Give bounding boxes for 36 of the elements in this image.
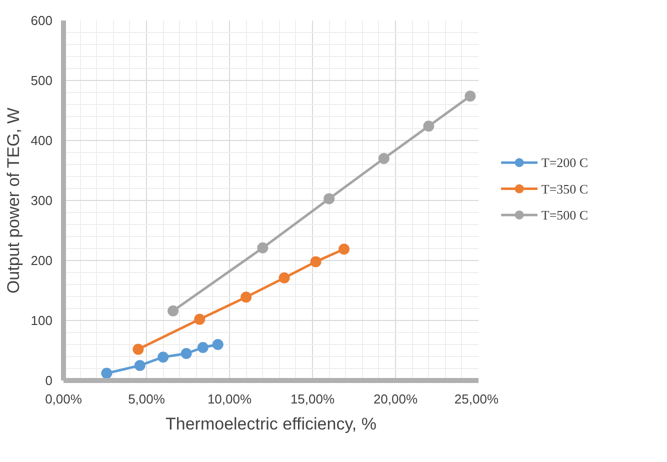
x-tick-label: 5,00% [128, 392, 166, 406]
point [257, 242, 268, 254]
point [310, 256, 322, 268]
y-axis-title: Output power of TEG, W [4, 108, 23, 294]
point [180, 348, 192, 359]
y-tick-label: 0 [45, 373, 53, 388]
y-tick-label: 500 [30, 73, 53, 88]
point [464, 90, 476, 102]
point [101, 368, 112, 379]
legend-label: T=500 C [541, 207, 588, 222]
y-tick-label: 100 [30, 313, 53, 328]
y-tick-label: 300 [30, 193, 53, 208]
point [240, 292, 252, 303]
point [278, 272, 290, 284]
legend-label: T=200 C [541, 155, 588, 170]
legend-label: T=350 C [541, 181, 588, 196]
point [197, 342, 208, 353]
point [338, 244, 350, 255]
x-axis-title: Thermoelectric efficiency, % [166, 414, 376, 434]
point [423, 120, 434, 132]
point [134, 360, 146, 371]
point [158, 352, 169, 363]
point [324, 193, 335, 204]
y-tick-label: 200 [30, 253, 53, 268]
point [168, 305, 179, 316]
y-tick-label: 400 [30, 133, 53, 148]
x-tick-label: 25,00% [454, 392, 499, 406]
x-tick-label: 15,00% [290, 392, 335, 406]
point [212, 339, 224, 350]
point [194, 314, 206, 325]
x-tick-label: 10,00% [207, 392, 252, 406]
point [378, 153, 390, 164]
point [132, 344, 144, 355]
x-tick-label: 0,00% [45, 392, 82, 406]
y-tick-label: 600 [30, 13, 53, 28]
x-tick-label: 20,00% [373, 392, 418, 406]
